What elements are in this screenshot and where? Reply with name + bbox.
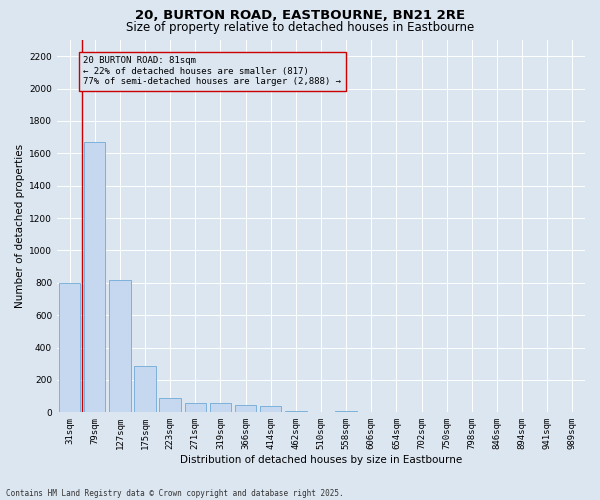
Bar [59,283,80,412]
X-axis label: Distribution of detached houses by size in Eastbourne: Distribution of detached houses by size … [180,455,462,465]
Text: Size of property relative to detached houses in Eastbourne: Size of property relative to detached ho… [126,21,474,34]
Bar [335,410,357,412]
Bar [210,404,231,412]
Text: Contains HM Land Registry data © Crown copyright and database right 2025.: Contains HM Land Registry data © Crown c… [6,488,344,498]
Bar [109,280,131,412]
Text: 20, BURTON ROAD, EASTBOURNE, BN21 2RE: 20, BURTON ROAD, EASTBOURNE, BN21 2RE [135,9,465,22]
Bar [285,410,307,412]
Y-axis label: Number of detached properties: Number of detached properties [15,144,25,308]
Bar [185,404,206,412]
Bar [235,405,256,412]
Bar [134,366,156,412]
Bar [160,398,181,412]
Bar [84,142,106,412]
Bar [260,406,281,412]
Text: 20 BURTON ROAD: 81sqm
← 22% of detached houses are smaller (817)
77% of semi-det: 20 BURTON ROAD: 81sqm ← 22% of detached … [83,56,341,86]
